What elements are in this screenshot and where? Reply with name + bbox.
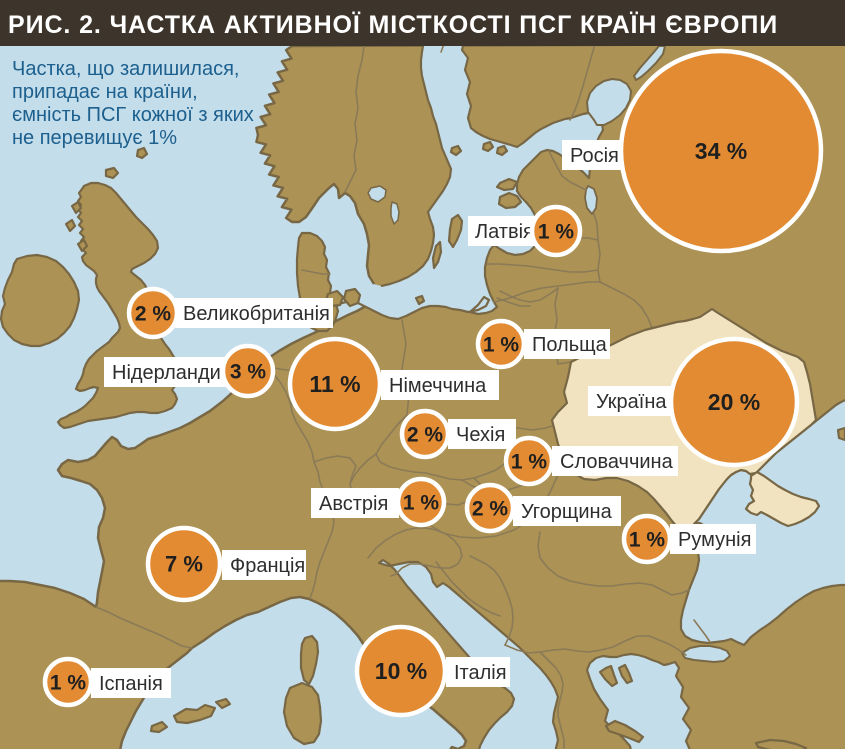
svg-text:Австрія: Австрія [319,493,388,515]
svg-text:2 %: 2 % [135,302,172,325]
svg-text:Латвія: Латвія [475,221,534,243]
svg-text:1 %: 1 % [511,450,548,473]
svg-text:3 %: 3 % [230,360,267,383]
svg-text:Іспанія: Іспанія [99,673,163,695]
svg-text:Німеччина: Німеччина [389,375,487,397]
svg-text:11 %: 11 % [309,371,360,397]
svg-text:10 %: 10 % [375,658,427,684]
svg-text:ємність ПСГ кожної з яких: ємність ПСГ кожної з яких [12,104,254,126]
svg-text:1 %: 1 % [629,528,666,551]
svg-text:Великобританія: Великобританія [183,303,330,325]
svg-text:34 %: 34 % [695,138,747,164]
svg-text:РИС. 2. ЧАСТКА АКТИВНОЇ МІСТКО: РИС. 2. ЧАСТКА АКТИВНОЇ МІСТКОСТІ ПСГ КР… [8,11,778,39]
svg-text:Словаччина: Словаччина [560,451,674,473]
svg-text:Італія: Італія [454,662,507,684]
svg-text:припадає на країни,: припадає на країни, [12,81,198,103]
svg-text:2 %: 2 % [472,497,509,520]
svg-text:Румунія: Румунія [678,529,751,551]
svg-text:Частка, що залишилася,: Частка, що залишилася, [12,58,239,80]
svg-text:1 %: 1 % [538,220,575,243]
svg-text:1 %: 1 % [483,333,520,356]
svg-text:7 %: 7 % [165,552,203,577]
svg-text:Україна: Україна [596,391,667,413]
svg-text:1 %: 1 % [50,671,87,694]
svg-text:20 %: 20 % [708,389,760,415]
svg-text:Польща: Польща [532,334,608,356]
svg-text:Чехія: Чехія [456,424,505,446]
svg-text:Нідерланди: Нідерланди [112,362,221,384]
svg-text:Росія: Росія [570,145,619,167]
svg-text:не перевищує 1%: не перевищує 1% [12,127,177,149]
svg-text:1 %: 1 % [403,491,440,514]
svg-text:Угорщина: Угорщина [521,501,613,523]
svg-text:2 %: 2 % [407,423,444,446]
svg-text:Франція: Франція [230,555,305,577]
